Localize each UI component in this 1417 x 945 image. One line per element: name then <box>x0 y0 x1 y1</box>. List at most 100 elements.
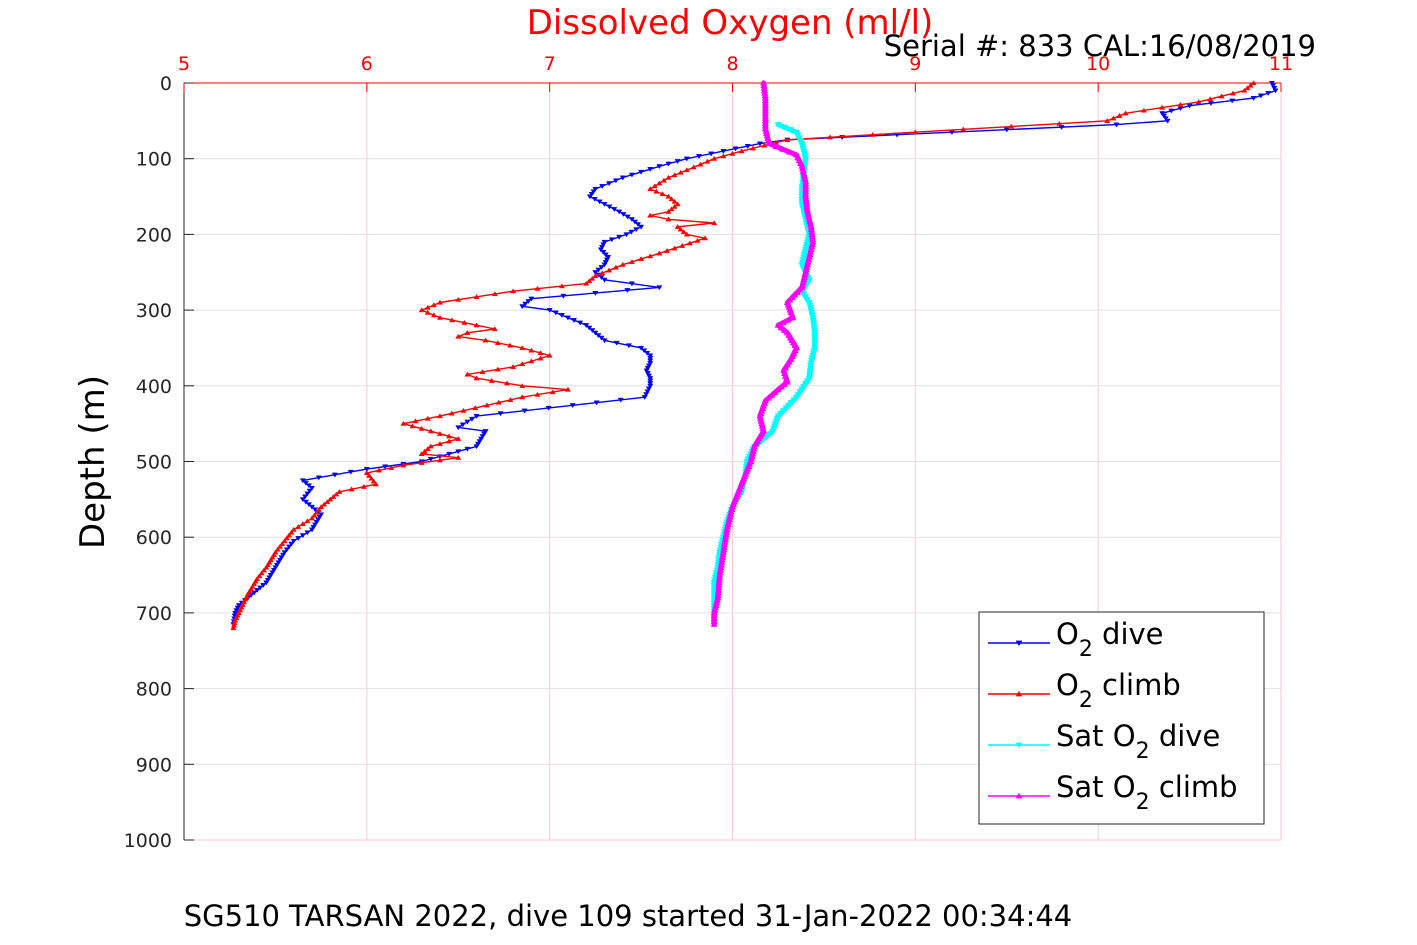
chart-footer: SG510 TARSAN 2022, dive 109 started 31-J… <box>184 899 1073 933</box>
data-point <box>272 565 279 571</box>
data-point <box>647 378 654 384</box>
data-point <box>232 610 239 616</box>
data-point <box>783 378 792 385</box>
data-point <box>318 504 325 509</box>
y-tick-label: 500 <box>136 452 172 474</box>
data-point <box>436 441 444 446</box>
data-point <box>558 283 565 289</box>
y-tick-label: 400 <box>136 376 172 398</box>
data-point <box>491 326 498 332</box>
y-axis-label: Depth (m) <box>73 375 113 549</box>
data-point <box>564 386 572 392</box>
legend-label-sub: 2 <box>1136 739 1150 764</box>
data-point <box>528 347 535 353</box>
data-point <box>472 405 479 411</box>
legend-marker <box>1015 690 1023 697</box>
data-point <box>331 472 338 478</box>
data-point <box>446 433 453 439</box>
data-point <box>674 224 681 229</box>
data-point <box>600 242 607 248</box>
data-point <box>677 226 684 232</box>
data-point <box>570 318 578 324</box>
data-point <box>311 507 319 513</box>
data-point <box>641 348 648 354</box>
data-point <box>519 361 526 367</box>
data-point <box>628 281 635 287</box>
data-point <box>1265 91 1272 96</box>
data-point <box>263 580 270 586</box>
data-point <box>603 257 611 263</box>
data-point <box>436 457 444 463</box>
data-point <box>1140 107 1147 113</box>
data-point <box>455 333 462 339</box>
data-point <box>643 368 650 374</box>
data-point <box>599 270 606 276</box>
data-point <box>260 583 267 588</box>
data-point <box>624 214 631 220</box>
data-point <box>256 573 263 579</box>
data-point <box>304 491 311 497</box>
data-point <box>482 429 489 435</box>
data-point <box>479 369 486 374</box>
data-point <box>777 383 785 390</box>
data-point <box>290 538 297 544</box>
data-point <box>424 446 431 451</box>
data-point <box>789 314 797 321</box>
data-point <box>546 308 553 313</box>
data-point <box>795 135 803 142</box>
data-point <box>305 502 312 508</box>
data-point <box>656 250 663 256</box>
data-point <box>475 441 482 447</box>
data-point <box>586 278 593 284</box>
legend-label-main: Sat O <box>1056 719 1136 753</box>
chart-subtitle: Serial #: 833 CAL:16/08/2019 <box>884 29 1316 63</box>
data-point <box>613 340 620 346</box>
data-point <box>409 423 416 429</box>
data-point <box>647 186 654 192</box>
y-tick-label: 0 <box>160 73 172 95</box>
data-point <box>313 509 320 515</box>
data-point <box>494 340 501 345</box>
data-point <box>522 301 529 307</box>
data-point <box>558 313 565 318</box>
data-point <box>270 567 277 573</box>
data-point <box>347 469 354 475</box>
data-point <box>593 400 600 406</box>
data-point <box>1056 120 1063 126</box>
data-point <box>273 562 280 568</box>
series-layer <box>230 79 1279 631</box>
data-point <box>549 389 556 395</box>
data-point <box>591 197 598 202</box>
data-point <box>633 227 640 233</box>
data-point <box>235 603 242 609</box>
data-point <box>1168 108 1175 114</box>
data-point <box>805 277 813 284</box>
data-point <box>647 358 654 364</box>
data-point <box>659 191 666 197</box>
data-point <box>647 167 654 172</box>
data-point <box>288 529 295 535</box>
data-point <box>1244 85 1251 91</box>
data-point <box>1122 110 1129 116</box>
data-point <box>473 322 480 328</box>
data-point <box>288 541 295 547</box>
data-point <box>461 319 468 325</box>
data-point <box>473 444 480 450</box>
data-point <box>436 413 444 419</box>
data-point <box>801 294 810 301</box>
data-point <box>336 488 343 494</box>
data-point <box>779 319 787 326</box>
data-point <box>491 291 498 297</box>
data-point <box>427 443 434 449</box>
data-point <box>771 389 779 395</box>
data-point <box>479 434 486 440</box>
data-point <box>304 518 311 524</box>
data-point <box>521 408 528 414</box>
data-point <box>774 321 782 328</box>
y-tick-label: 100 <box>136 149 172 171</box>
data-point <box>598 275 605 281</box>
data-point <box>283 547 290 553</box>
data-point <box>1008 123 1015 129</box>
data-point <box>1229 90 1237 96</box>
data-point <box>537 355 544 361</box>
